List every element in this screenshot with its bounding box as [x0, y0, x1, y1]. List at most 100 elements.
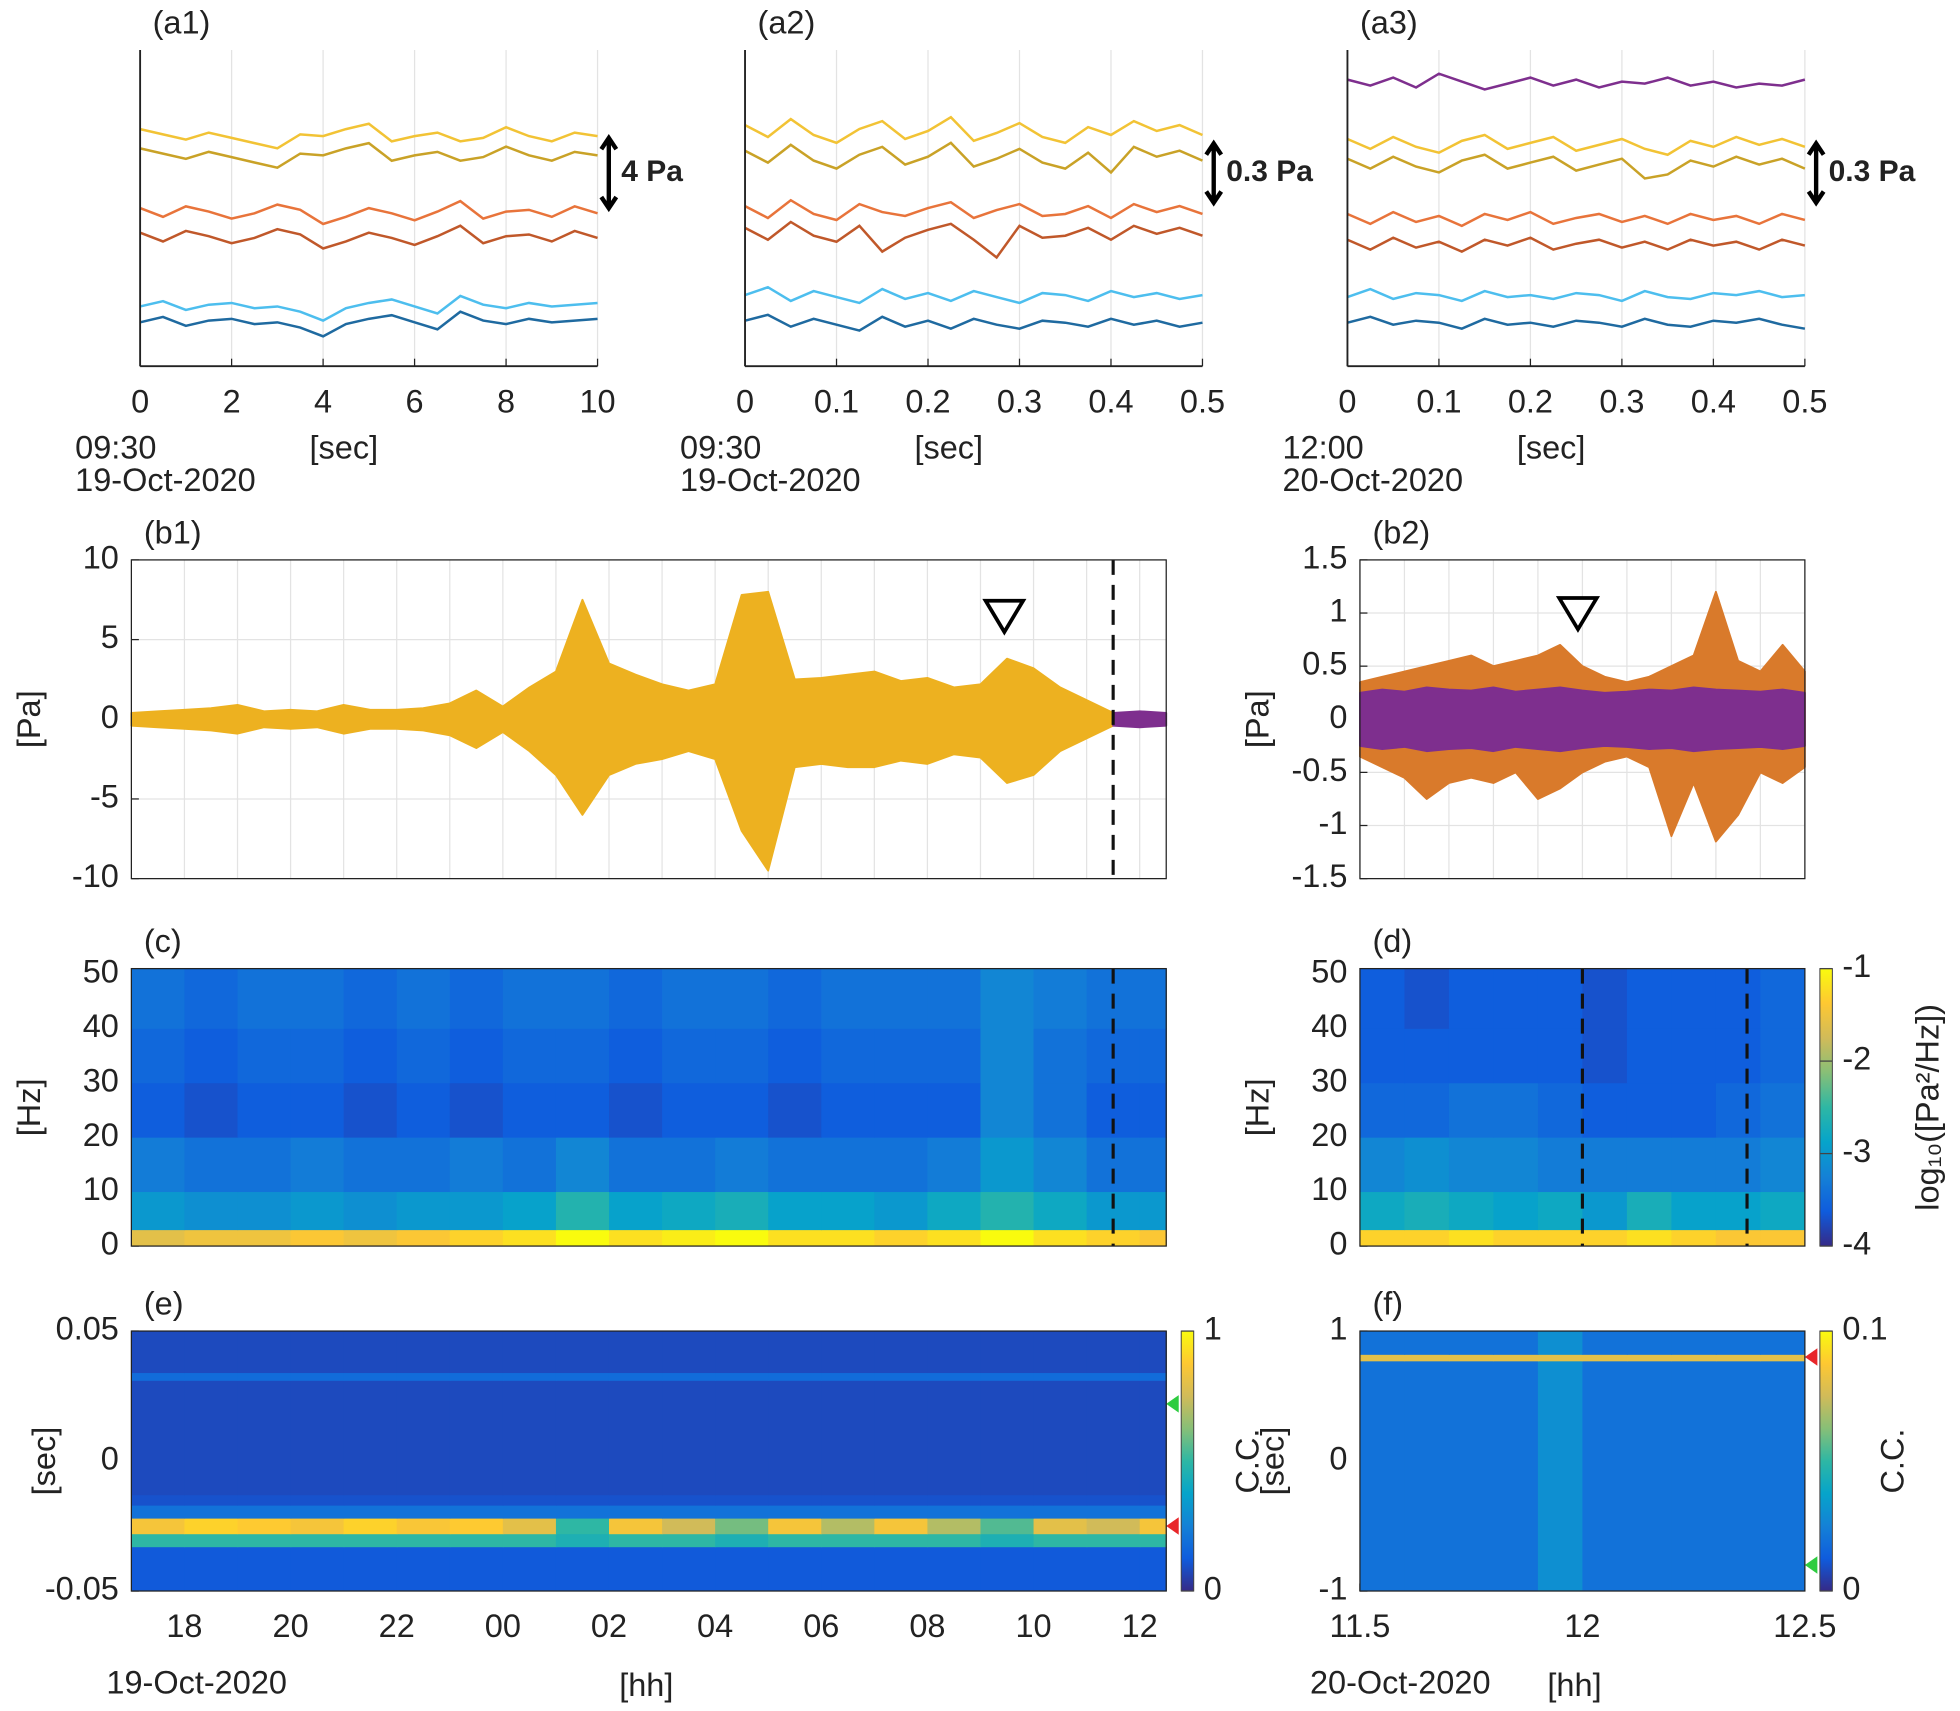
heatmap-cell — [1582, 968, 1628, 1029]
heatmap-cell — [1493, 1191, 1539, 1231]
heatmap-cell — [502, 1028, 557, 1084]
heatmap-cell — [290, 1229, 345, 1247]
heatmap-cell — [1760, 1360, 1806, 1592]
heatmap-cell — [1086, 1494, 1141, 1506]
heatmap-cell — [1033, 1505, 1088, 1519]
heatmap-cell — [927, 1505, 982, 1519]
heatmap-cell — [1139, 1380, 1167, 1496]
heatmap-cell — [768, 1380, 822, 1496]
heatmap-cell — [1671, 1137, 1717, 1193]
heatmap-cell — [1493, 968, 1539, 1029]
heatmap-cell — [555, 1505, 610, 1519]
heatmap-cell — [555, 1518, 610, 1535]
heatmap-cell — [715, 1505, 769, 1519]
heatmap-cell — [343, 1331, 398, 1374]
heatmap-cell — [502, 1380, 557, 1496]
trace — [744, 285, 1203, 305]
start-time: 09:30 — [680, 430, 761, 466]
heatmap-cell — [343, 1028, 398, 1084]
heatmap-cell — [396, 1028, 451, 1084]
x-tick-label: 0.5 — [1782, 383, 1827, 419]
heatmap-cell — [608, 1331, 663, 1374]
axes-box — [130, 559, 1167, 880]
heatmap-cell — [1086, 1533, 1141, 1548]
heatmap-cell — [449, 1028, 504, 1084]
heatmap-cell — [715, 1372, 769, 1381]
heatmap-cell — [396, 1494, 451, 1506]
heatmap-cell — [396, 1380, 451, 1496]
y-tick-label: -1.5 — [1291, 858, 1347, 894]
colorbar-tick-label: -3 — [1842, 1133, 1871, 1169]
heatmap-cell — [874, 1082, 929, 1138]
panel-title: (a2) — [758, 5, 816, 41]
heatmap-cell — [555, 968, 610, 1029]
heatmap-cell — [502, 1082, 557, 1138]
y-axis-label: [sec] — [26, 1427, 62, 1496]
heatmap-cell — [555, 1137, 610, 1193]
trace — [1346, 210, 1806, 228]
heatmap-cell — [1033, 1518, 1088, 1535]
heatmap-cell — [608, 1229, 663, 1247]
heatmap-cell — [821, 1518, 875, 1535]
heatmap-cell — [237, 1505, 292, 1519]
heatmap-cell — [131, 1546, 186, 1592]
heatmap-cell — [1448, 1354, 1495, 1362]
side-marker — [1804, 1348, 1818, 1366]
heatmap-cell — [449, 1505, 504, 1519]
heatmap-cell — [821, 1494, 875, 1506]
y-axis-label: [Hz] — [1240, 1078, 1276, 1136]
trace — [744, 198, 1203, 222]
heatmap-cell — [1139, 1082, 1167, 1138]
y-tick-label: 0 — [1329, 1441, 1347, 1477]
heatmap-cell — [1086, 1380, 1141, 1496]
heatmap-cell — [927, 1331, 982, 1374]
heatmap-cell — [396, 1518, 451, 1535]
heatmap-cell — [1139, 1229, 1167, 1247]
y-tick-label: -10 — [72, 858, 119, 894]
x-tick-label: 0 — [131, 383, 149, 419]
waveform-envelope — [1359, 686, 1806, 753]
heatmap-cell — [715, 1494, 769, 1506]
x-tick-label: 6 — [406, 383, 424, 419]
heatmap-cell — [1671, 1191, 1717, 1231]
heatmap-cell — [1626, 1331, 1673, 1355]
heatmap-cell — [555, 1331, 610, 1374]
axes-box — [1359, 559, 1806, 880]
heatmap-cell — [1139, 1505, 1167, 1519]
heatmap-cell — [874, 1331, 929, 1374]
heatmap-cell — [1493, 1354, 1539, 1362]
heatmap-cell — [874, 1494, 929, 1506]
heatmap-cell — [980, 1191, 1035, 1231]
heatmap-cell — [608, 1082, 663, 1138]
heatmap-cell — [502, 1518, 557, 1535]
heatmap-cell — [1359, 1137, 1406, 1193]
heatmap-cell — [1139, 968, 1167, 1029]
side-marker — [1166, 1517, 1179, 1535]
heatmap-cell — [237, 1191, 292, 1231]
heatmap-cell — [662, 1082, 716, 1138]
heatmap-cell — [1359, 1354, 1406, 1362]
heatmap-cell — [1139, 1372, 1167, 1381]
heatmap-cell — [927, 1082, 982, 1138]
heatmap-cell — [555, 1546, 610, 1592]
heatmap-cell — [396, 1505, 451, 1519]
heatmap-cell — [662, 1137, 716, 1193]
heatmap-cell — [237, 1331, 292, 1374]
heatmap-cell — [768, 1028, 822, 1084]
heatmap-cell — [1760, 1354, 1806, 1362]
heatmap-cell — [608, 1546, 663, 1592]
heatmap-cell — [184, 1546, 239, 1592]
heatmap-cell — [343, 1380, 398, 1496]
heatmap-cell — [131, 1229, 186, 1247]
colorbar — [1819, 1330, 1833, 1592]
heatmap-cell — [980, 1372, 1035, 1381]
heatmap-cell — [768, 1331, 822, 1374]
trace — [1347, 287, 1805, 303]
heatmap-cell — [1760, 968, 1806, 1029]
heatmap-cell — [608, 1494, 663, 1506]
y-tick-label: 0 — [1329, 1226, 1347, 1262]
trace — [1346, 153, 1806, 180]
heatmap-cell — [1671, 1229, 1717, 1247]
heatmap-cell — [290, 1028, 345, 1084]
heatmap-cell — [874, 1546, 929, 1592]
